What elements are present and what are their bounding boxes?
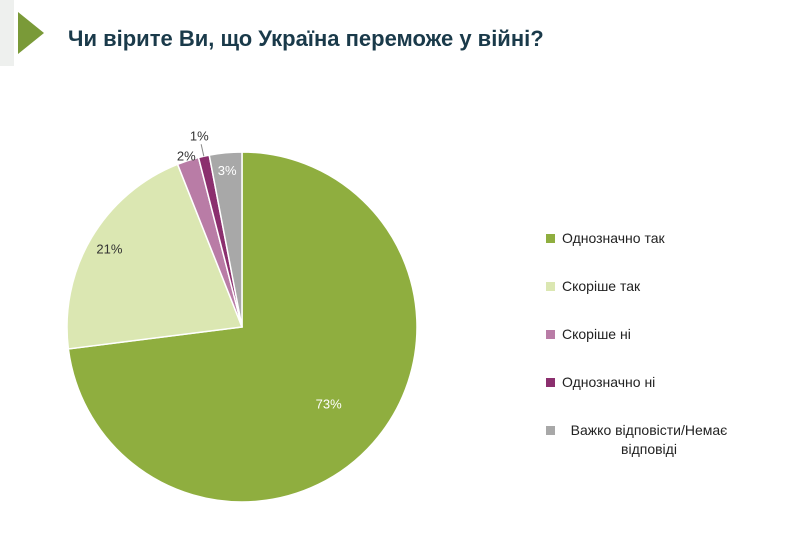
legend-item-skorishe-tak: Скоріше так	[546, 276, 736, 300]
header-triangle-icon	[0, 0, 44, 66]
legend-label: Скоріше ні	[562, 326, 631, 342]
legend-item-skorishe-ni: Скоріше ні	[546, 324, 736, 348]
legend-label: Однозначно так	[562, 230, 665, 246]
legend-swatch	[546, 426, 555, 435]
legend-item-vazhko-vidpovisty: Важко відповісти/Немає відповіді	[546, 420, 736, 460]
legend-label: Важко відповісти/Немає відповіді	[570, 422, 728, 457]
slice-data-label: 3%	[218, 163, 237, 178]
legend-label: Скоріше так	[562, 278, 641, 294]
chart-legend: Однозначно так Скоріше так Скоріше ні Од…	[546, 228, 736, 484]
legend-swatch	[546, 234, 555, 243]
legend-label: Однозначно ні	[562, 374, 656, 390]
slice-data-label: 73%	[316, 396, 342, 411]
legend-item-odnoznachno-tak: Однозначно так	[546, 228, 736, 252]
header: Чи вірите Ви, що Україна переможе у війн…	[0, 0, 800, 80]
pie-slice	[66, 163, 244, 350]
legend-swatch	[546, 330, 555, 339]
legend-swatch	[546, 282, 555, 291]
page-title: Чи вірите Ви, що Україна переможе у війн…	[68, 26, 544, 51]
label-leader-line	[200, 144, 205, 157]
pie-slice	[208, 151, 243, 328]
legend-swatch	[546, 378, 555, 387]
slice-data-label: 2%	[177, 149, 196, 164]
legend-item-odnoznachno-ni: Однозначно ні	[546, 372, 736, 396]
slice-data-label: 21%	[96, 242, 122, 257]
slice-data-label: 1%	[190, 129, 209, 144]
